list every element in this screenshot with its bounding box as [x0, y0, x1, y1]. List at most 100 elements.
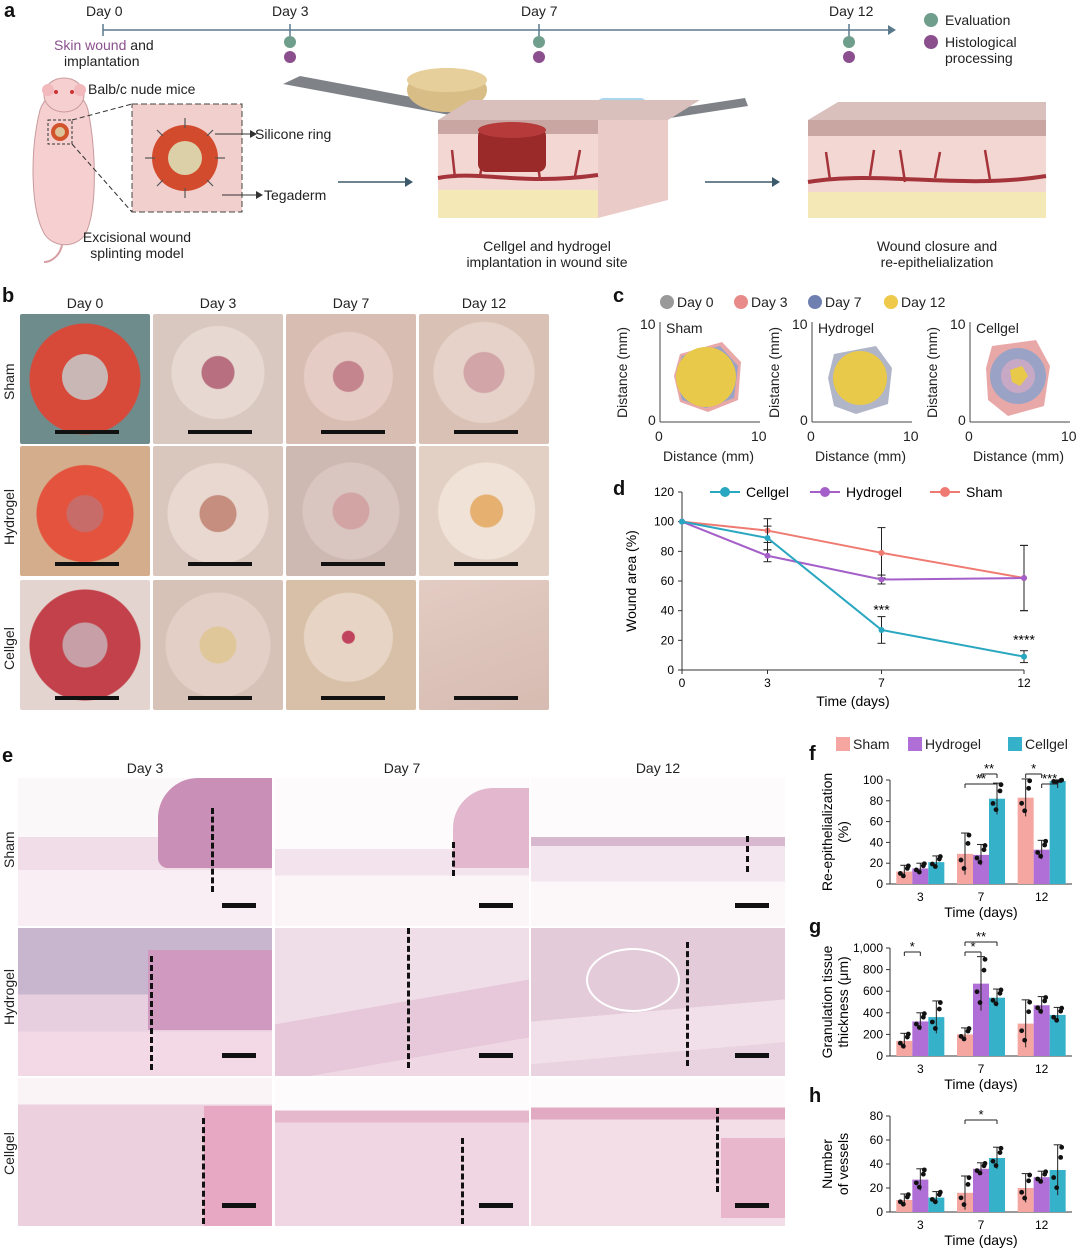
h-datapoint — [965, 1182, 971, 1187]
photo-cellgel-day3 — [153, 580, 283, 710]
g-datapoint — [977, 1000, 983, 1005]
c3-xtick-10: 10 — [1061, 428, 1077, 444]
c-plot-cellgel — [969, 322, 1070, 423]
g-bar-cellgel — [928, 1017, 945, 1056]
f-sig-label: *** — [1042, 771, 1057, 786]
photo-cellgel-day0 — [20, 580, 150, 710]
f-datapoint — [937, 854, 943, 859]
d-xlabel: Time (days) — [816, 693, 889, 709]
h-ytick-label: 60 — [870, 1133, 884, 1147]
c3-xtick-0: 0 — [965, 428, 973, 444]
h-datapoint — [937, 1189, 943, 1195]
g-datapoint — [937, 1000, 943, 1005]
g-datapoint — [1022, 1037, 1028, 1043]
closure-label-1: Wound closure and — [876, 238, 998, 254]
b-col-day0: Day 0 — [66, 295, 104, 311]
c-title-cellgel: Cellgel — [976, 320, 1019, 336]
c1-ytick-10: 10 — [640, 316, 656, 332]
d-point-cellgel — [764, 534, 771, 541]
d-point-cellgel — [1021, 653, 1027, 660]
g-datapoint — [998, 987, 1004, 993]
g-datapoint — [961, 1036, 967, 1042]
legend-histology-1: Histological — [945, 34, 1017, 50]
e-col-day3: Day 3 — [126, 760, 164, 776]
f-xtick-label: 3 — [917, 890, 924, 904]
implantation-label: implantation — [64, 53, 140, 69]
h-ytick-label: 40 — [870, 1157, 884, 1171]
g-xtick-label: 7 — [978, 1062, 985, 1076]
f-ytick-label: 80 — [870, 794, 884, 808]
c-legend-day7: Day 7 — [825, 294, 862, 310]
d-ytick-label: 20 — [661, 633, 675, 647]
b-col-day7: Day 7 — [332, 295, 370, 311]
c1-xlabel: Distance (mm) — [663, 448, 755, 464]
legend-evaluation: Evaluation — [945, 12, 1011, 28]
d-legend-marker — [940, 487, 950, 497]
h-datapoint — [1026, 1178, 1032, 1184]
d-point-cellgel — [679, 518, 685, 525]
c2-xtick-10: 10 — [903, 428, 919, 444]
h-xtick-label: 12 — [1035, 1218, 1049, 1232]
g-datapoint — [1019, 1028, 1025, 1034]
g-datapoint — [974, 989, 980, 995]
g-xtick-label: 12 — [1035, 1062, 1049, 1076]
g-datapoint — [905, 1031, 911, 1037]
panel-label-a: a — [4, 0, 16, 22]
photo-hydrogel-day0 — [20, 446, 150, 576]
b-row-hydrogel: Hydrogel — [1, 488, 17, 545]
panel-c-legend-svg — [660, 295, 898, 309]
h-ytick-label: 0 — [876, 1205, 883, 1219]
photo-sham-day3 — [153, 314, 283, 444]
c3-ytick-10: 10 — [950, 316, 966, 332]
h-ytick-label: 20 — [870, 1181, 884, 1195]
panel-label-h: h — [809, 1085, 822, 1107]
histo-cellgel-day3 — [18, 1078, 272, 1226]
g-datapoint — [1059, 1005, 1065, 1011]
g-datapoint — [966, 1026, 972, 1031]
h-bar-hydrogel — [973, 1168, 989, 1212]
f-bar-cellgel — [989, 798, 1005, 884]
g-datapoint — [900, 1043, 906, 1049]
d-legend-cellgel: Cellgel — [746, 484, 789, 500]
legend-histology-2: processing — [945, 50, 1013, 66]
photo-sham-day12 — [419, 314, 549, 444]
g-bar-cellgel — [989, 997, 1005, 1056]
h-datapoint — [961, 1202, 967, 1207]
h-datapoint — [1059, 1144, 1065, 1150]
c2-xtick-0: 0 — [807, 428, 815, 444]
f-ylabel-line1: Re-epithelialization — [819, 773, 835, 891]
closure-label-2: re-epithelialization — [880, 254, 994, 270]
f-datapoint — [974, 855, 980, 861]
f-datapoint — [990, 801, 996, 806]
f-datapoint — [1035, 850, 1041, 855]
f-ytick-label: 20 — [870, 856, 884, 870]
f-datapoint — [961, 866, 967, 871]
c1-ylabel: Distance (mm) — [614, 326, 630, 418]
histo-sham-day12 — [531, 778, 785, 926]
c2-ytick-10: 10 — [792, 316, 808, 332]
implant-label-1: Cellgel and hydrogel — [483, 238, 611, 254]
c3-xlabel: Distance (mm) — [973, 448, 1065, 464]
g-datapoint — [1043, 995, 1049, 1000]
c2-ytick-0: 0 — [800, 412, 808, 428]
h-datapoint — [993, 1163, 999, 1168]
d-ytick-label: 60 — [661, 574, 675, 588]
panel-label-d: d — [613, 478, 626, 500]
h-datapoint — [977, 1170, 983, 1176]
timeline-day12: Day 12 — [829, 3, 874, 19]
g-bar-hydrogel — [973, 983, 989, 1056]
g-datapoint — [982, 956, 988, 962]
h-datapoint — [958, 1195, 964, 1201]
skin-block-implant — [437, 100, 700, 218]
g-datapoint — [990, 997, 996, 1003]
h-datapoint — [997, 1150, 1003, 1155]
g-datapoint — [897, 1040, 903, 1046]
d-ytick-label: 80 — [661, 544, 675, 558]
h-datapoint — [1022, 1195, 1028, 1201]
photo-hydrogel-day3 — [153, 446, 283, 576]
g-datapoint — [1027, 999, 1033, 1005]
f-ytick-label: 40 — [870, 835, 884, 849]
h-bar-hydrogel — [1033, 1177, 1050, 1212]
f-datapoint — [958, 857, 964, 863]
